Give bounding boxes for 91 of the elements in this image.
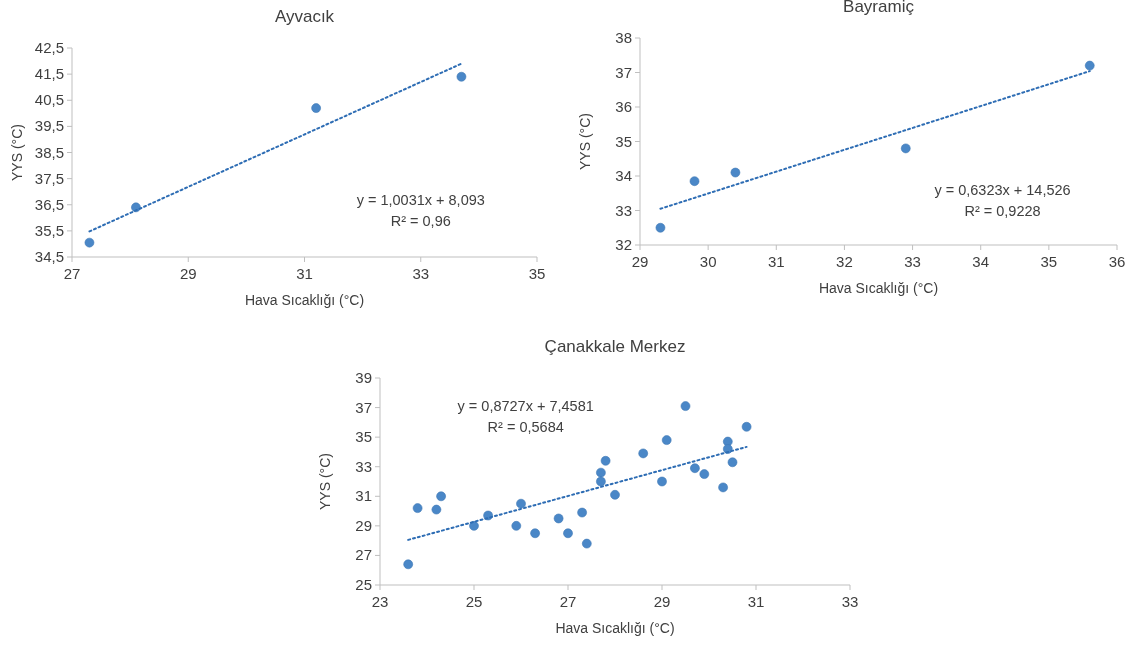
- point: [699, 469, 710, 479]
- point: [727, 457, 738, 468]
- annotation: R² = 0,5684: [487, 419, 564, 436]
- x-axis-title: Hava Sıcaklığı (°C): [244, 292, 365, 308]
- x-tick-label: 33: [904, 253, 921, 270]
- x-axis-title: Hava Sıcaklığı (°C): [818, 280, 939, 296]
- y-tick-label: 35: [615, 132, 632, 150]
- x-tick-label: 25: [465, 593, 483, 610]
- y-axis-title: YYS (°C): [577, 113, 593, 170]
- x-tick-label: 23: [371, 593, 389, 610]
- chart-title: Bayramiç: [843, 0, 915, 16]
- y-tick-label: 36: [615, 98, 632, 115]
- point: [553, 513, 564, 524]
- x-tick-label: 27: [63, 265, 81, 282]
- y-tick-label: 38,5: [34, 143, 64, 161]
- point: [730, 167, 741, 178]
- x-tick-label: 31: [747, 593, 765, 610]
- annotation: R² = 0,96: [390, 212, 451, 229]
- point: [689, 176, 700, 186]
- point: [900, 143, 911, 154]
- point: [680, 401, 691, 411]
- x-tick-label: 36: [1108, 253, 1126, 270]
- y-tick-label: 34: [615, 167, 632, 184]
- x-axis-title: Hava Sıcaklığı (°C): [555, 620, 675, 636]
- point: [596, 467, 606, 478]
- point: [657, 476, 667, 487]
- y-axis-title: YYS (°C): [317, 453, 333, 510]
- point: [469, 521, 479, 531]
- annotation: R² = 0,9228: [964, 203, 1041, 220]
- point: [718, 482, 728, 493]
- point: [638, 448, 648, 459]
- point: [403, 559, 413, 570]
- point: [690, 463, 700, 473]
- y-tick-label: 29: [355, 516, 372, 534]
- x-tick-label: 35: [1040, 253, 1058, 270]
- point: [661, 435, 672, 445]
- point: [456, 71, 467, 82]
- x-tick-label: 32: [836, 253, 853, 270]
- y-tick-label: 36,5: [34, 195, 64, 213]
- y-tick-label: 25: [355, 576, 372, 593]
- point: [610, 490, 620, 500]
- point: [311, 103, 321, 113]
- y-tick-label: 39: [355, 369, 372, 386]
- point: [436, 491, 446, 502]
- point: [741, 421, 752, 432]
- point: [600, 456, 611, 466]
- chart-title: Ayvacık: [274, 7, 335, 26]
- y-tick-label: 33: [355, 457, 372, 475]
- chart-title: Çanakkale Merkez: [544, 337, 686, 356]
- y-tick-label: 35: [355, 428, 372, 446]
- point: [655, 222, 666, 233]
- y-tick-label: 33: [615, 201, 632, 219]
- x-tick-label: 30: [699, 253, 717, 270]
- x-tick-label: 27: [559, 593, 577, 610]
- point: [530, 528, 540, 539]
- y-tick-label: 27: [355, 546, 372, 564]
- y-axis-title: YYS (°C): [9, 124, 25, 181]
- y-tick-label: 37,5: [34, 169, 64, 187]
- y-tick-label: 35,5: [34, 221, 64, 239]
- point: [516, 498, 526, 509]
- y-tick-label: 40,5: [34, 91, 64, 109]
- y-tick-label: 31: [355, 487, 372, 505]
- x-tick-label: 29: [631, 253, 649, 270]
- y-tick-label: 41,5: [34, 65, 64, 83]
- y-tick-label: 37: [615, 63, 632, 81]
- point: [582, 538, 592, 549]
- point: [577, 507, 587, 518]
- annotation: y = 0,8727x + 7,4581: [457, 398, 594, 415]
- x-tick-label: 33: [412, 265, 430, 282]
- point: [84, 237, 95, 248]
- x-tick-label: 29: [179, 265, 197, 282]
- point: [431, 504, 442, 515]
- x-tick-label: 29: [653, 593, 671, 610]
- y-tick-label: 34,5: [34, 248, 64, 265]
- y-tick-label: 32: [615, 236, 632, 253]
- y-tick-label: 42,5: [34, 39, 64, 56]
- x-tick-label: 34: [972, 253, 990, 270]
- x-tick-label: 31: [296, 265, 313, 282]
- x-tick-label: 33: [841, 593, 859, 610]
- annotation: y = 1,0031x + 8,093: [356, 191, 485, 208]
- point: [1084, 60, 1095, 71]
- x-tick-label: 31: [767, 253, 785, 270]
- y-tick-label: 38: [615, 29, 632, 46]
- y-tick-label: 37: [355, 398, 372, 416]
- annotation: y = 0,6323x + 14,526: [934, 182, 1071, 199]
- point: [412, 503, 423, 513]
- point: [596, 476, 606, 487]
- x-tick-label: 35: [528, 265, 546, 282]
- point: [511, 521, 522, 531]
- y-tick-label: 39,5: [34, 117, 64, 135]
- point: [563, 528, 573, 539]
